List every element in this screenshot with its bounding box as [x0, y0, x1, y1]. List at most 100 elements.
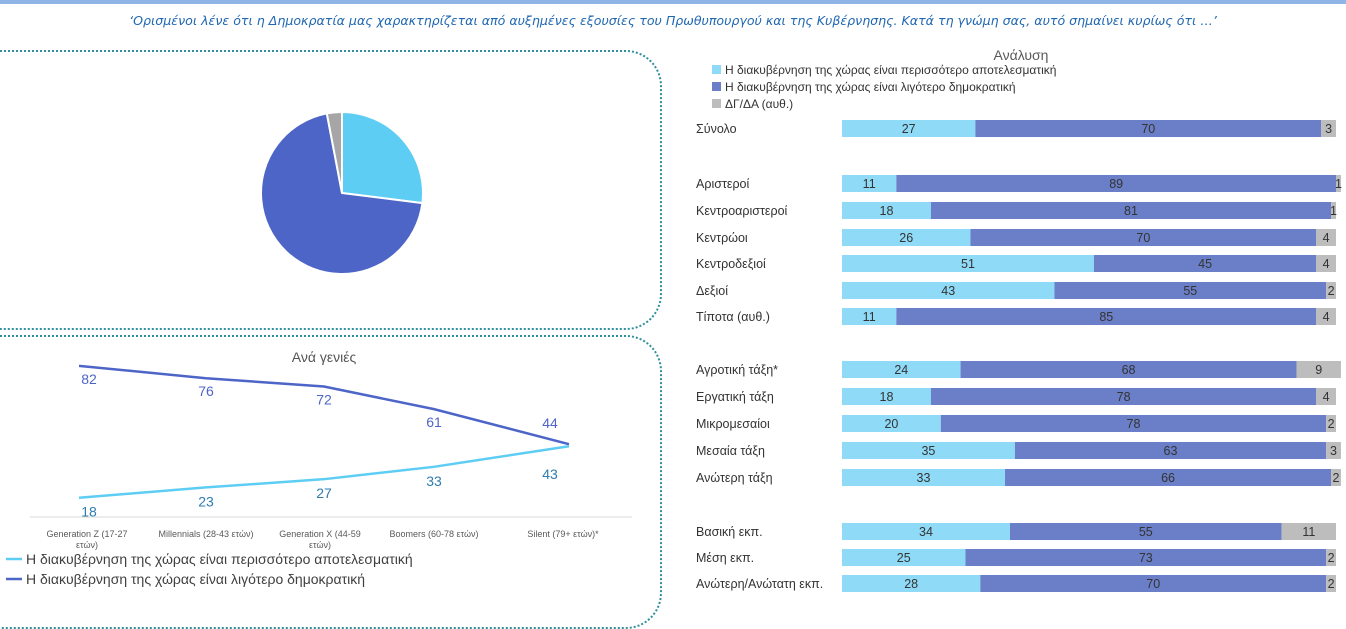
bar-value-label: 27 [902, 122, 916, 136]
bar-value-label: 70 [1141, 122, 1155, 136]
bar-segment [1326, 442, 1341, 459]
bar-segment [1331, 202, 1336, 219]
bar-value-label: 43 [941, 284, 955, 298]
bar-value-label: 70 [1136, 231, 1150, 245]
line-data-label: 23 [198, 493, 214, 509]
bar-segment [1054, 282, 1327, 299]
line-data-label: 72 [316, 391, 332, 407]
line-data-label: 27 [316, 485, 332, 501]
x-tick-label: Generation Z (17-27 ετών) [46, 529, 127, 550]
x-tick-label-line: ετών) [76, 540, 98, 550]
bar-segment [940, 415, 1327, 432]
bar-value-label: 4 [1323, 231, 1330, 245]
legend-swatch [712, 99, 721, 108]
bar-segment [1326, 549, 1336, 566]
bar-segment [1316, 255, 1336, 272]
x-tick-label: Boomers (60-78 ετών) [390, 529, 479, 539]
bar-segment [842, 442, 1015, 459]
bar-category-label: Εργατική τάξη [696, 390, 774, 404]
bar-value-label: 34 [919, 525, 933, 539]
bar-value-label: 2 [1333, 471, 1340, 485]
bar-category-label: Ανώτερη/Ανώτατη εκπ. [696, 577, 823, 591]
pie-slice-0 [341, 110, 424, 205]
bar-category-label: Βασική εκπ. [696, 525, 763, 539]
bar-value-label: 9 [1315, 363, 1322, 377]
bar-segment [1321, 120, 1336, 137]
bar-value-label: 78 [1127, 417, 1141, 431]
bar-value-label: 4 [1323, 310, 1330, 324]
bar-value-label: 20 [884, 417, 898, 431]
x-tick-label-line: ετών) [309, 540, 331, 550]
bar-segment [960, 361, 1297, 378]
bar-category-label: Σύνολο [696, 122, 737, 136]
bar-segment [842, 175, 897, 192]
bar-category-label: Τίποτα (αυθ.) [696, 310, 770, 324]
bar-value-label: 3 [1325, 122, 1332, 136]
x-tick-label-line: Generation X (44-59 [279, 529, 361, 539]
header-rule [0, 0, 1346, 4]
bar-value-label: 18 [880, 390, 894, 404]
bar-value-label: 70 [1146, 577, 1160, 591]
bar-value-label: 3 [1330, 444, 1337, 458]
bar-segment [896, 308, 1317, 325]
bar-value-label: 2 [1328, 284, 1335, 298]
bar-value-label: 24 [894, 363, 908, 377]
bar-value-label: 45 [1198, 257, 1212, 271]
bar-segment [930, 202, 1332, 219]
bar-segment [842, 120, 976, 137]
bar-segment [1005, 469, 1332, 486]
line-legend-label: Η διακυβέρνηση της χώρας είναι περισσότε… [26, 551, 413, 567]
bar-segment [842, 361, 961, 378]
bar-value-label: 55 [1183, 284, 1197, 298]
line-chart-title: Ανά γενιές [292, 349, 357, 365]
bar-value-label: 78 [1117, 390, 1131, 404]
line-data-label: 76 [198, 383, 214, 399]
line-series-1 [78, 364, 570, 446]
x-tick-label-line: Generation Z (17-27 [46, 529, 127, 539]
bar-value-label: 81 [1124, 204, 1138, 218]
bar-value-label: 51 [961, 257, 975, 271]
bar-value-label: 11 [1302, 525, 1315, 539]
bar-segment [1326, 282, 1336, 299]
bar-value-label: 55 [1139, 525, 1153, 539]
bar-segment [1336, 175, 1341, 192]
bar-segment [1009, 523, 1282, 540]
x-tick-label-line: Millennials (28-43 ετών) [159, 529, 254, 539]
x-tick-label: Generation X (44-59 ετών) [279, 529, 361, 550]
line-data-label: 18 [81, 504, 97, 520]
bar-value-label: 1 [1330, 204, 1337, 218]
bar-segment [842, 469, 1006, 486]
bar-segment [1316, 308, 1336, 325]
bar-value-label: 4 [1323, 257, 1330, 271]
bar-value-label: 63 [1164, 444, 1178, 458]
bar-chart-title: Ανάλυση [994, 47, 1049, 63]
bar-value-label: 28 [904, 577, 918, 591]
bar-category-label: Ανώτερη τάξη [696, 471, 773, 485]
line-series-0 [78, 444, 570, 499]
bar-category-label: Δεξιοί [696, 284, 728, 298]
bar-value-label: 85 [1099, 310, 1113, 324]
bar-value-label: 73 [1139, 551, 1153, 565]
bar-segment [930, 388, 1317, 405]
bar-category-label: Μικρομεσαίοι [696, 417, 770, 431]
bar-legend-label: Η διακυβέρνηση της χώρας είναι περισσότε… [725, 63, 1056, 77]
survey-question: ‘Ορισμένοι λένε ότι η Δημοκρατία μας χαρ… [129, 13, 1217, 28]
pie-slice-1 [260, 112, 424, 275]
x-tick-label-line: Silent (79+ ετών)* [527, 529, 599, 539]
bar-value-label: 4 [1323, 390, 1330, 404]
bar-segment [842, 415, 941, 432]
bar-legend-label: Η διακυβέρνηση της χώρας είναι λιγότερο … [725, 80, 1016, 94]
bar-segment [965, 549, 1327, 566]
bar-segment [1331, 469, 1341, 486]
line-data-label: 43 [542, 466, 558, 482]
bar-value-label: 2 [1328, 551, 1335, 565]
bar-segment [1093, 255, 1317, 272]
bar-value-label: 89 [1109, 177, 1123, 191]
bar-segment [1326, 415, 1336, 432]
line-data-label: 82 [81, 371, 97, 387]
bar-value-label: 25 [897, 551, 911, 565]
bar-segment [980, 575, 1327, 592]
bar-value-label: 66 [1161, 471, 1175, 485]
bar-segment [842, 255, 1094, 272]
bar-category-label: Κεντροδεξιοί [696, 257, 766, 271]
